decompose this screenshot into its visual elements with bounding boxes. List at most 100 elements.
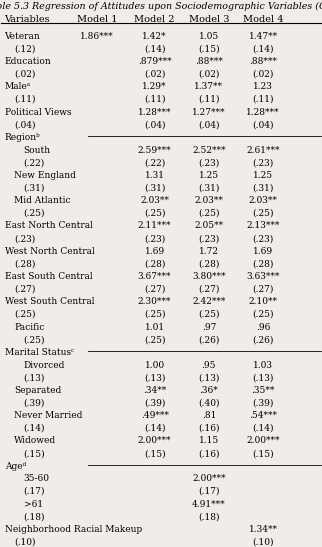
Text: (.28): (.28)	[252, 259, 274, 269]
Text: Model 2: Model 2	[134, 15, 175, 24]
Text: 2.61***: 2.61***	[246, 146, 280, 154]
Text: Model 1: Model 1	[77, 15, 118, 24]
Text: (.23): (.23)	[198, 234, 220, 243]
Text: Separated: Separated	[14, 386, 62, 395]
Text: Model 3: Model 3	[189, 15, 229, 24]
Text: New England: New England	[14, 171, 76, 180]
Text: 2.30***: 2.30***	[138, 297, 171, 306]
Text: 4.91***: 4.91***	[192, 499, 226, 509]
Text: 35-60: 35-60	[24, 474, 50, 484]
Text: (.23): (.23)	[252, 234, 274, 243]
Text: (.10): (.10)	[252, 538, 274, 546]
Text: East South Central: East South Central	[5, 272, 92, 281]
Text: (.11): (.11)	[252, 95, 274, 104]
Text: 1.69: 1.69	[253, 247, 273, 255]
Text: .879***: .879***	[138, 57, 171, 66]
Text: 3.63***: 3.63***	[246, 272, 280, 281]
Text: (.22): (.22)	[24, 158, 45, 167]
Text: (.28): (.28)	[144, 259, 165, 269]
Text: 2.03**: 2.03**	[249, 196, 278, 205]
Text: Neighborhood Racial Makeup: Neighborhood Racial Makeup	[5, 525, 142, 534]
Text: (.15): (.15)	[144, 449, 166, 458]
Text: .34**: .34**	[143, 386, 166, 395]
Text: 2.03**: 2.03**	[140, 196, 169, 205]
Text: Variables: Variables	[5, 15, 50, 24]
Text: Political Views: Political Views	[5, 108, 71, 117]
Text: 1.86***: 1.86***	[80, 32, 114, 40]
Text: (.31): (.31)	[198, 183, 220, 193]
Text: West North Central: West North Central	[5, 247, 94, 255]
Text: (.27): (.27)	[252, 284, 274, 294]
Text: 1.00: 1.00	[145, 360, 165, 370]
Text: 2.52***: 2.52***	[192, 146, 226, 154]
Text: South: South	[24, 146, 51, 154]
Text: .35**: .35**	[251, 386, 275, 395]
Text: (.11): (.11)	[198, 95, 220, 104]
Text: 1.72: 1.72	[199, 247, 219, 255]
Text: (.27): (.27)	[198, 284, 220, 294]
Text: Maleᵃ: Maleᵃ	[5, 82, 31, 91]
Text: (.25): (.25)	[144, 335, 166, 344]
Text: (.25): (.25)	[14, 310, 36, 319]
Text: (.02): (.02)	[198, 69, 220, 79]
Text: 2.00***: 2.00***	[192, 474, 226, 484]
Text: Marital Statusᶜ: Marital Statusᶜ	[5, 348, 74, 357]
Text: 3.80***: 3.80***	[192, 272, 226, 281]
Text: (.31): (.31)	[252, 183, 274, 193]
Text: (.14): (.14)	[252, 424, 274, 433]
Text: .54***: .54***	[249, 411, 277, 420]
Text: (.14): (.14)	[24, 424, 45, 433]
Text: .96: .96	[256, 323, 270, 331]
Text: Mid Atlantic: Mid Atlantic	[14, 196, 71, 205]
Text: >61: >61	[24, 499, 43, 509]
Text: (.23): (.23)	[198, 158, 220, 167]
Text: (.14): (.14)	[144, 44, 166, 53]
Text: (.14): (.14)	[144, 424, 166, 433]
Text: 2.05**: 2.05**	[194, 222, 223, 230]
Text: 1.37**: 1.37**	[194, 82, 223, 91]
Text: .81: .81	[202, 411, 216, 420]
Text: (.23): (.23)	[14, 234, 35, 243]
Text: (.13): (.13)	[198, 373, 220, 382]
Text: (.15): (.15)	[198, 44, 220, 53]
Text: 1.25: 1.25	[199, 171, 219, 180]
Text: 1.15: 1.15	[199, 437, 219, 445]
Text: (.13): (.13)	[144, 373, 165, 382]
Text: Pacific: Pacific	[14, 323, 44, 331]
Text: (.25): (.25)	[252, 310, 274, 319]
Text: (.17): (.17)	[24, 487, 45, 496]
Text: (.13): (.13)	[252, 373, 274, 382]
Text: (.25): (.25)	[24, 335, 45, 344]
Text: .95: .95	[202, 360, 216, 370]
Text: (.27): (.27)	[144, 284, 165, 294]
Text: 1.23: 1.23	[253, 82, 273, 91]
Text: (.39): (.39)	[252, 398, 274, 408]
Text: (.27): (.27)	[14, 284, 35, 294]
Text: .49***: .49***	[141, 411, 168, 420]
Text: (.40): (.40)	[198, 398, 220, 408]
Text: (.04): (.04)	[144, 120, 166, 129]
Text: (.02): (.02)	[14, 69, 35, 79]
Text: Regionᵇ: Regionᵇ	[5, 133, 40, 142]
Text: 1.69: 1.69	[145, 247, 165, 255]
Text: 1.34**: 1.34**	[249, 525, 278, 534]
Text: (.23): (.23)	[252, 158, 274, 167]
Text: (.25): (.25)	[252, 209, 274, 218]
Text: Model 4: Model 4	[243, 15, 283, 24]
Text: 1.42*: 1.42*	[142, 32, 167, 40]
Text: (.15): (.15)	[252, 449, 274, 458]
Text: 1.29*: 1.29*	[142, 82, 167, 91]
Text: .88***: .88***	[195, 57, 223, 66]
Text: (.14): (.14)	[252, 44, 274, 53]
Text: 2.03**: 2.03**	[194, 196, 223, 205]
Text: East North Central: East North Central	[5, 222, 92, 230]
Text: 2.00***: 2.00***	[138, 437, 171, 445]
Text: (.02): (.02)	[252, 69, 274, 79]
Text: Ageᵈ: Ageᵈ	[5, 462, 26, 471]
Text: (.22): (.22)	[144, 158, 165, 167]
Text: (.23): (.23)	[144, 234, 165, 243]
Text: 1.05: 1.05	[199, 32, 219, 40]
Text: 1.03: 1.03	[253, 360, 273, 370]
Text: Widowed: Widowed	[14, 437, 56, 445]
Text: 1.01: 1.01	[145, 323, 165, 331]
